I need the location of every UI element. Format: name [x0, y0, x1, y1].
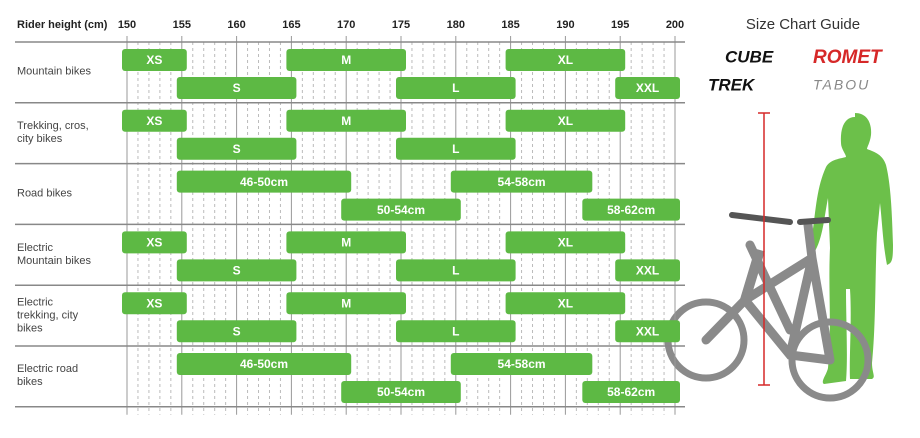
height-marker [758, 112, 770, 386]
size-bar [450, 353, 593, 375]
brand-logo: TREK [708, 75, 756, 94]
size-bar [615, 77, 680, 99]
group-label: Electric road bikes [17, 363, 79, 389]
size-label: 54-58cm [498, 357, 546, 371]
size-label: XL [558, 236, 573, 250]
size-bar [505, 49, 626, 71]
rider-silhouette [810, 113, 893, 384]
x-tick-label: 185 [501, 19, 519, 31]
group-label: Electric Mountain bikes [17, 241, 91, 267]
size-bar [396, 137, 516, 160]
x-tick-label: 170 [337, 19, 355, 31]
size-bar [286, 292, 406, 315]
size-label: 58-62cm [607, 385, 655, 399]
group-label: Road bikes [17, 187, 73, 200]
size-label: 58-62cm [607, 203, 655, 217]
size-label: 46-50cm [240, 357, 288, 371]
size-bar [176, 170, 352, 193]
size-bar [582, 381, 680, 403]
size-label: L [452, 324, 459, 338]
group-label: Mountain bikes [17, 65, 91, 78]
size-bar [505, 292, 626, 315]
size-label: XXL [636, 324, 659, 338]
size-label: XS [146, 236, 162, 250]
size-label: 54-58cm [498, 175, 546, 189]
x-tick-label: 175 [392, 19, 410, 31]
size-label: XS [146, 53, 162, 67]
size-label: XS [146, 296, 162, 310]
size-label: S [233, 142, 241, 156]
group-label: Electric trekking, city bikes [17, 296, 79, 335]
size-bar [505, 109, 626, 132]
size-bar [396, 77, 516, 99]
size-label: XL [558, 53, 573, 67]
size-label: XS [146, 114, 162, 128]
size-label: S [233, 81, 241, 95]
size-bar [176, 353, 352, 375]
size-label: 50-54cm [377, 385, 425, 399]
size-bar [176, 259, 297, 282]
size-bar [122, 49, 187, 71]
x-tick-label: 160 [227, 19, 245, 31]
size-label: S [233, 324, 241, 338]
illustration [664, 112, 893, 402]
size-bar [450, 170, 593, 193]
brand-logo: TABOU [813, 77, 870, 93]
size-bar [286, 109, 406, 132]
size-bar [396, 320, 516, 343]
size-label: M [341, 296, 351, 310]
size-label: XXL [636, 264, 659, 278]
size-bar [176, 320, 297, 343]
brand-logo: CUBE [725, 47, 774, 66]
size-bar [176, 137, 297, 160]
size-label: L [452, 264, 459, 278]
size-label: XL [558, 296, 573, 310]
x-tick-label: 200 [666, 19, 684, 31]
size-bar [505, 231, 626, 254]
size-label: XXL [636, 81, 659, 95]
size-bar [341, 198, 461, 221]
size-label: XL [558, 114, 573, 128]
x-tick-label: 190 [556, 19, 574, 31]
size-bar [122, 109, 187, 132]
x-tick-label: 195 [611, 19, 629, 31]
x-tick-label: 165 [282, 19, 300, 31]
brand-logo: ROMET [813, 47, 883, 68]
x-tick-label: 180 [447, 19, 465, 31]
size-bar [122, 292, 187, 315]
size-label: M [341, 236, 351, 250]
size-label: M [341, 114, 351, 128]
size-bar [286, 49, 406, 71]
size-label: 46-50cm [240, 175, 288, 189]
size-label: M [341, 53, 351, 67]
x-axis-label: Rider height (cm) [17, 19, 108, 31]
size-label: L [452, 142, 459, 156]
size-bar [582, 198, 680, 221]
size-bar [615, 259, 680, 282]
size-label: 50-54cm [377, 203, 425, 217]
bike [664, 212, 872, 402]
size-bar [341, 381, 461, 403]
size-label: S [233, 264, 241, 278]
size-label: L [452, 81, 459, 95]
size-bar [396, 259, 516, 282]
size-bar [122, 231, 187, 254]
size-bar [176, 77, 297, 99]
group-label: Trekking, cros, city bikes [17, 120, 89, 146]
size-bar [615, 320, 680, 343]
guide-title: Size Chart Guide [746, 16, 860, 33]
x-tick-label: 150 [118, 19, 136, 31]
size-bar [286, 231, 406, 254]
x-tick-label: 155 [173, 19, 191, 31]
